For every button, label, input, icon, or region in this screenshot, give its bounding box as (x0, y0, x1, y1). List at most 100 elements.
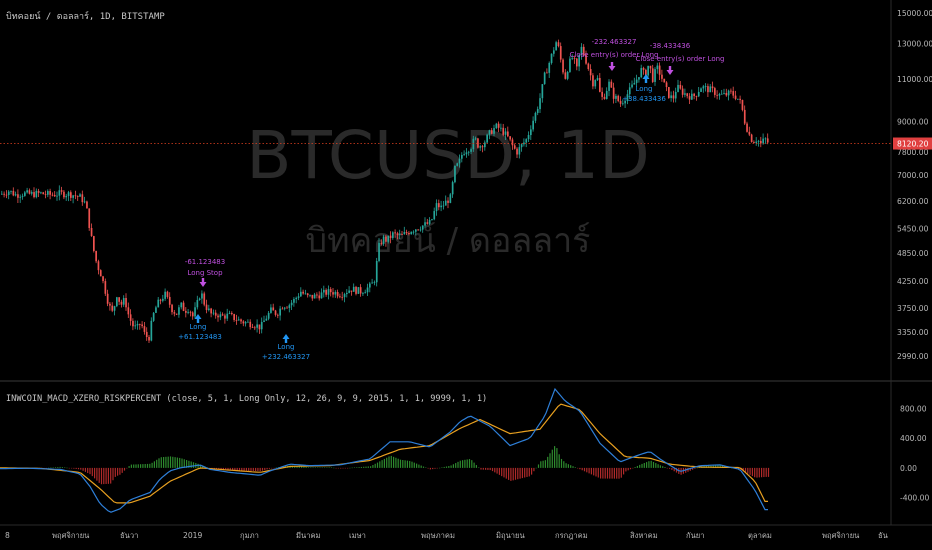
candle (723, 92, 725, 94)
candle (518, 147, 521, 155)
histogram-bar (243, 467, 245, 471)
histogram-bar (413, 462, 415, 468)
candle (201, 293, 203, 299)
candle (707, 86, 709, 93)
candle (419, 229, 422, 231)
histogram-bar (648, 461, 650, 468)
histogram-bar (620, 467, 622, 478)
histogram-bar (560, 458, 563, 468)
candle (203, 293, 206, 305)
macd-axis[interactable]: 800.00 400.00 0.00 -400.00 (900, 404, 929, 502)
histogram-bar (422, 466, 425, 468)
candle (619, 101, 622, 104)
price-tick-label: 7000.00 (897, 171, 929, 180)
histogram-bar (625, 467, 627, 472)
price-tick-label: 4850.00 (897, 249, 929, 258)
histogram-bar (514, 467, 517, 480)
time-axis[interactable]: 8 พฤศจิกายน ธันวา 2019 กุมภา มีนาคม เมษา พฤษภาค… (5, 531, 888, 540)
histogram-bar (374, 463, 376, 468)
candle (638, 77, 640, 80)
candle (760, 140, 762, 144)
histogram-bar (84, 467, 86, 472)
candle (433, 211, 436, 220)
signal-line (0, 403, 768, 504)
candle (700, 88, 702, 92)
histogram-bar (250, 467, 252, 471)
candle (272, 307, 275, 311)
histogram-bar (503, 467, 505, 478)
histogram-bar (140, 464, 142, 468)
histogram-bar (296, 466, 298, 468)
candle (295, 297, 298, 300)
candle (58, 190, 61, 196)
candle (438, 203, 440, 208)
candle (136, 323, 139, 326)
histogram-bar (491, 467, 494, 472)
histogram-bar (459, 460, 461, 468)
histogram-bar (395, 457, 397, 468)
candle (148, 337, 150, 341)
candle (208, 308, 210, 310)
candle (79, 194, 81, 197)
candle (580, 46, 583, 55)
candle (214, 312, 217, 316)
candle (362, 293, 364, 295)
candle (196, 300, 199, 308)
candle (139, 323, 141, 325)
candle (332, 292, 334, 295)
histogram-bar (468, 459, 471, 468)
histogram-bar (570, 465, 572, 468)
histogram-bar (91, 467, 93, 477)
candle (166, 291, 169, 297)
indicator-title[interactable]: INWCOIN_MACD_XZERO_RISKPERCENT (close, 5… (6, 394, 487, 404)
candle (97, 261, 100, 271)
candle (369, 283, 371, 288)
histogram-bar (176, 457, 178, 468)
candle (456, 163, 459, 166)
candle (488, 130, 491, 135)
candle (435, 203, 438, 212)
histogram-bar (694, 467, 696, 469)
candle (631, 84, 633, 88)
histogram-bar (232, 467, 234, 471)
current-price-badge[interactable] (893, 137, 932, 150)
candle (440, 205, 442, 208)
histogram-bar (126, 467, 128, 469)
candle (622, 103, 624, 105)
histogram-bar (388, 456, 390, 468)
candle (527, 135, 530, 140)
histogram-bar (119, 467, 121, 475)
candle (661, 74, 663, 79)
candle (513, 145, 516, 149)
histogram-bar (397, 458, 399, 468)
histogram-bar (365, 466, 367, 468)
candle (14, 194, 17, 196)
histogram-bar (473, 462, 475, 468)
histogram-bar (314, 467, 316, 468)
candle (256, 324, 258, 328)
candle (546, 72, 548, 74)
histogram-bar (471, 460, 473, 468)
histogram-bar (669, 467, 671, 469)
candle (444, 200, 447, 206)
histogram-bar (344, 467, 346, 469)
time-tick-label: กันยา (686, 531, 705, 540)
candle (33, 192, 35, 198)
candle (251, 327, 254, 328)
candle (702, 86, 705, 89)
candle (640, 68, 643, 78)
histogram-bar (505, 467, 507, 479)
candle (180, 302, 183, 308)
price-axis[interactable]: 15000.00 13000.00 11000.00 9000.00 7800.00 70… (893, 9, 932, 361)
candle (431, 219, 433, 221)
candle (76, 196, 79, 197)
candle (104, 281, 107, 294)
histogram-bar (429, 467, 431, 470)
candle (553, 50, 555, 54)
trade-annotation-label: Close entry(s) order Long (636, 55, 725, 63)
candle (477, 138, 479, 148)
histogram-bar (386, 457, 388, 468)
histogram-bar (420, 465, 422, 468)
candle (670, 95, 672, 98)
